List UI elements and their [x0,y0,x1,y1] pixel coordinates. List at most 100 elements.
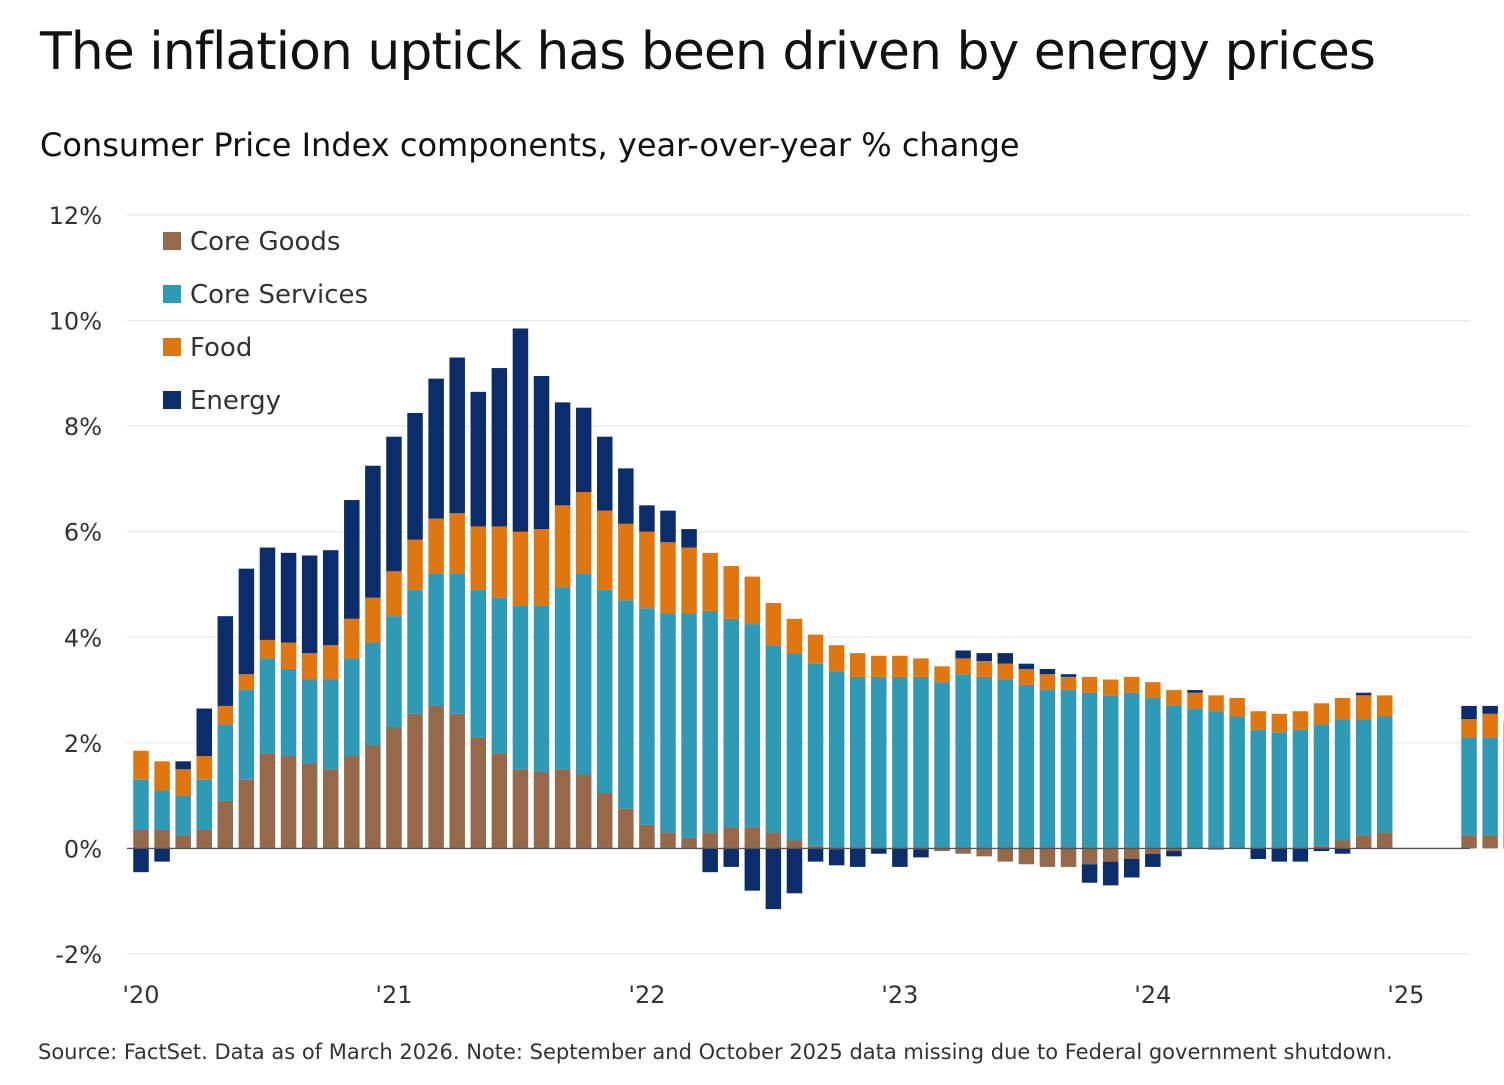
bar-segment-energy [470,391,487,527]
bar-segment-food [1060,676,1077,691]
bar-segment-energy [892,848,908,867]
bar-segment-food [386,571,402,617]
bar-segment-core-services [849,676,866,849]
bar-segment-energy [1334,848,1351,854]
bar-segment-core-goods [259,753,276,849]
bar-segment-food [871,655,887,677]
y-tick-label: 4% [64,624,102,652]
bar-segment-energy [997,653,1014,664]
legend-swatch-food [163,338,181,356]
x-tick-label: '23 [881,981,918,1009]
bar-segment-core-goods [1081,848,1098,865]
bar-segment-core-services [238,690,255,780]
bar-segment-core-goods [681,837,697,849]
legend-label-food: Food [190,333,252,363]
bar-segment-food [217,705,234,725]
bar-segment-food [618,523,634,601]
bar-segment-core-services [133,779,149,830]
bar-segment-energy [618,468,634,524]
bar-segment-energy [1145,853,1161,867]
bar-segment-core-goods [575,774,592,849]
bar-segment-food [807,634,824,664]
bar-segment-food [1145,682,1161,698]
bar-segment-food [1187,692,1203,709]
bar-segment-food [428,518,444,574]
bar-segment-energy [575,407,592,493]
bar-segment-food [1102,679,1119,696]
bar-segment-core-services [512,605,529,770]
bar-segment-core-services [175,795,191,836]
bar-segment-core-goods [533,771,550,849]
y-tick-label: 10% [49,308,102,336]
bar-segment-core-goods [322,769,339,849]
bar-segment-energy [1292,848,1309,862]
legend-label-energy: Energy [190,386,281,416]
bar-segment-food [913,658,929,677]
bar-segment-core-services [1208,711,1224,849]
bar-segment-core-goods [1334,840,1351,849]
bar-segment-food [765,602,782,646]
bar-segment-energy [386,436,402,572]
bar-segment-food [660,542,676,614]
bar-segment-food [280,642,297,669]
bar-segment-food [196,756,212,780]
bar-segment-energy [1482,705,1498,714]
bar-segment-energy [533,376,550,530]
bar-segment-energy [1461,705,1477,720]
bar-segment-core-goods [955,848,971,854]
bar-segment-core-goods [280,756,297,849]
bar-segment-core-services [1271,732,1288,849]
bar-segment-core-goods [702,832,718,849]
bar-segment-energy [344,500,360,619]
x-axis-labels: '20 '21 '22 '23 '24 '25 [122,981,1424,1009]
x-tick-label: '20 [122,981,159,1009]
bar-segment-core-goods [1461,835,1477,849]
bar-segment-energy [1039,668,1056,675]
bar-segment-food [786,618,803,654]
bar-segment-energy [807,848,824,862]
bar-segment-food [997,663,1014,680]
bar-segment-energy [491,368,508,527]
bar-segment-core-goods [1313,845,1330,849]
bar-segment-core-goods [133,829,149,849]
bar-segment-core-services [196,779,212,830]
bar-segment-food [1355,695,1372,720]
bar-segment-food [175,769,191,796]
bar-segment-food [1208,695,1224,712]
bar-segment-core-goods [1166,848,1182,852]
bar-segment-core-goods [807,845,824,849]
bar-segment-food [597,510,613,590]
bar-segment-food [575,492,592,574]
bar-segment-core-services [1461,737,1477,836]
bar-segment-core-services [765,645,782,833]
bar-segment-food [702,552,718,611]
bar-segment-core-services [365,642,381,746]
bar-segment-energy [955,650,971,659]
bar-segment-food [1461,719,1477,738]
bar-segment-core-goods [765,832,782,849]
bar-segment-energy [365,465,381,598]
legend-swatch-energy [163,391,181,409]
legend-swatch-core-goods [163,232,181,250]
y-tick-label: 0% [64,835,102,863]
bar-segment-food [1482,713,1498,738]
bar-segment-energy [301,555,318,654]
y-axis-labels: 12% 10% 8% 6% 4% 2% 0% -2% [49,202,102,969]
bar-segment-core-services [1124,692,1140,849]
bar-segment-core-services [997,679,1014,849]
bar-segment-food [322,645,339,680]
bar-segment-energy [744,848,761,891]
bar-segment-energy [449,357,465,514]
bar-segment-core-goods [154,829,170,849]
bar-segment-core-services [1166,705,1182,849]
bar-segment-core-goods [491,753,508,849]
bar-segment-energy [702,848,718,873]
bar-segment-core-services [1229,716,1245,849]
bar-segment-core-goods [407,713,423,849]
bar-segment-food [365,597,381,643]
y-tick-label: 8% [64,413,102,441]
y-tick-label: 12% [49,202,102,230]
bar-segment-energy [196,708,212,757]
bar-segment-food [1039,674,1056,691]
bar-segment-food [976,661,992,677]
